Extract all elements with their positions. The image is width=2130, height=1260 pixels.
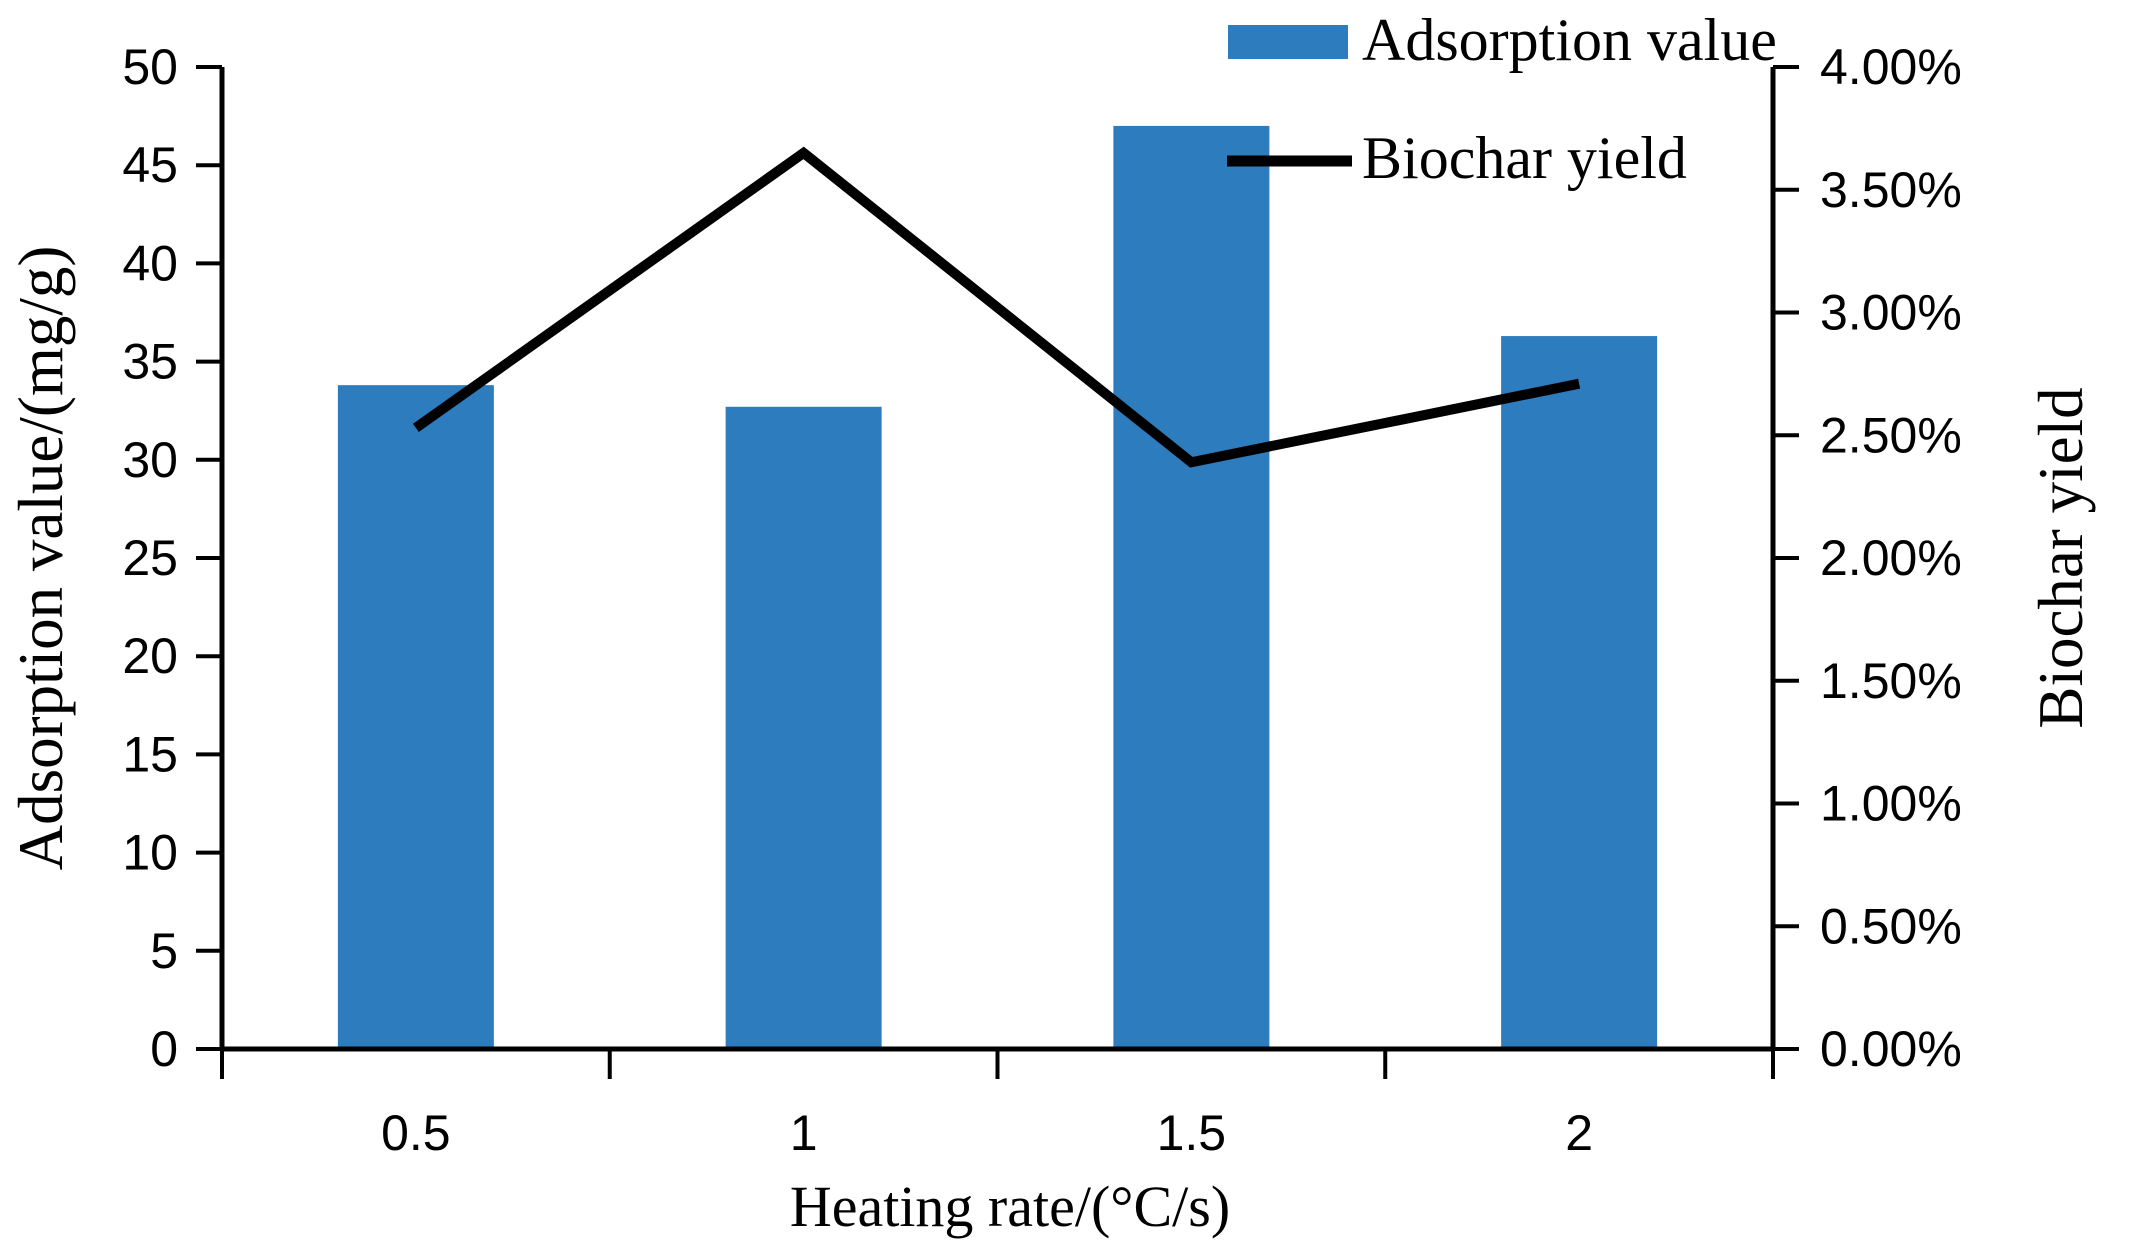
left-axis-tick-label: 35 [122, 334, 178, 390]
right-axis-tick-label: 2.50% [1820, 407, 1962, 463]
left-axis-tick-label: 25 [122, 530, 178, 586]
legend-swatch-adsorption-value [1228, 25, 1348, 59]
right-axis-tick-label: 0.00% [1820, 1021, 1962, 1077]
x-axis-tick-label: 1.5 [1157, 1105, 1227, 1161]
left-axis-tick-label: 10 [122, 825, 178, 881]
left-axis-tick-label: 45 [122, 137, 178, 193]
right-axis-title: Biochar yield [2026, 387, 2096, 728]
left-axis-tick-label: 40 [122, 235, 178, 291]
left-axis-tick-label: 15 [122, 726, 178, 782]
x-axis-tick-label: 1 [790, 1105, 818, 1161]
right-axis-tick-label: 1.00% [1820, 776, 1962, 832]
bar-heating-rate-1 [725, 406, 882, 1050]
left-axis-tick-label: 0 [150, 1021, 178, 1077]
right-axis-tick-label: 3.00% [1820, 285, 1962, 341]
left-axis-tick-label: 30 [122, 432, 178, 488]
bar-heating-rate-0.5 [337, 385, 494, 1050]
tick-labels-layer: 504540353025201510504.00%3.50%3.00%2.50%… [122, 39, 1961, 1161]
left-axis-tick-label: 5 [150, 923, 178, 979]
legend-label-adsorption-value: Adsorption value [1362, 7, 1777, 73]
left-axis-title: Adsorption value/(mg/g) [6, 246, 76, 871]
axes-layer [196, 65, 1799, 1079]
biochar-yield-line [412, 146, 1581, 468]
bar-heating-rate-1.5 [1113, 125, 1270, 1050]
legend: Adsorption value Biochar yield [1227, 7, 1777, 191]
bars-layer [337, 125, 1658, 1050]
x-axis-tick-label: 0.5 [381, 1105, 451, 1161]
right-axis-tick-label: 2.00% [1820, 530, 1962, 586]
left-axis-tick-label: 20 [122, 628, 178, 684]
x-axis-tick-label: 2 [1565, 1105, 1593, 1161]
right-axis-tick-label: 1.50% [1820, 653, 1962, 709]
right-axis-tick-label: 0.50% [1820, 898, 1962, 954]
line-layer [412, 146, 1581, 468]
bar-heating-rate-2 [1501, 336, 1658, 1049]
right-axis-tick-label: 3.50% [1820, 162, 1962, 218]
right-axis-tick-label: 4.00% [1820, 39, 1962, 95]
left-axis-tick-label: 50 [122, 39, 178, 95]
x-axis-title: Heating rate/(°C/s) [790, 1174, 1230, 1239]
legend-label-biochar-yield: Biochar yield [1362, 125, 1687, 191]
